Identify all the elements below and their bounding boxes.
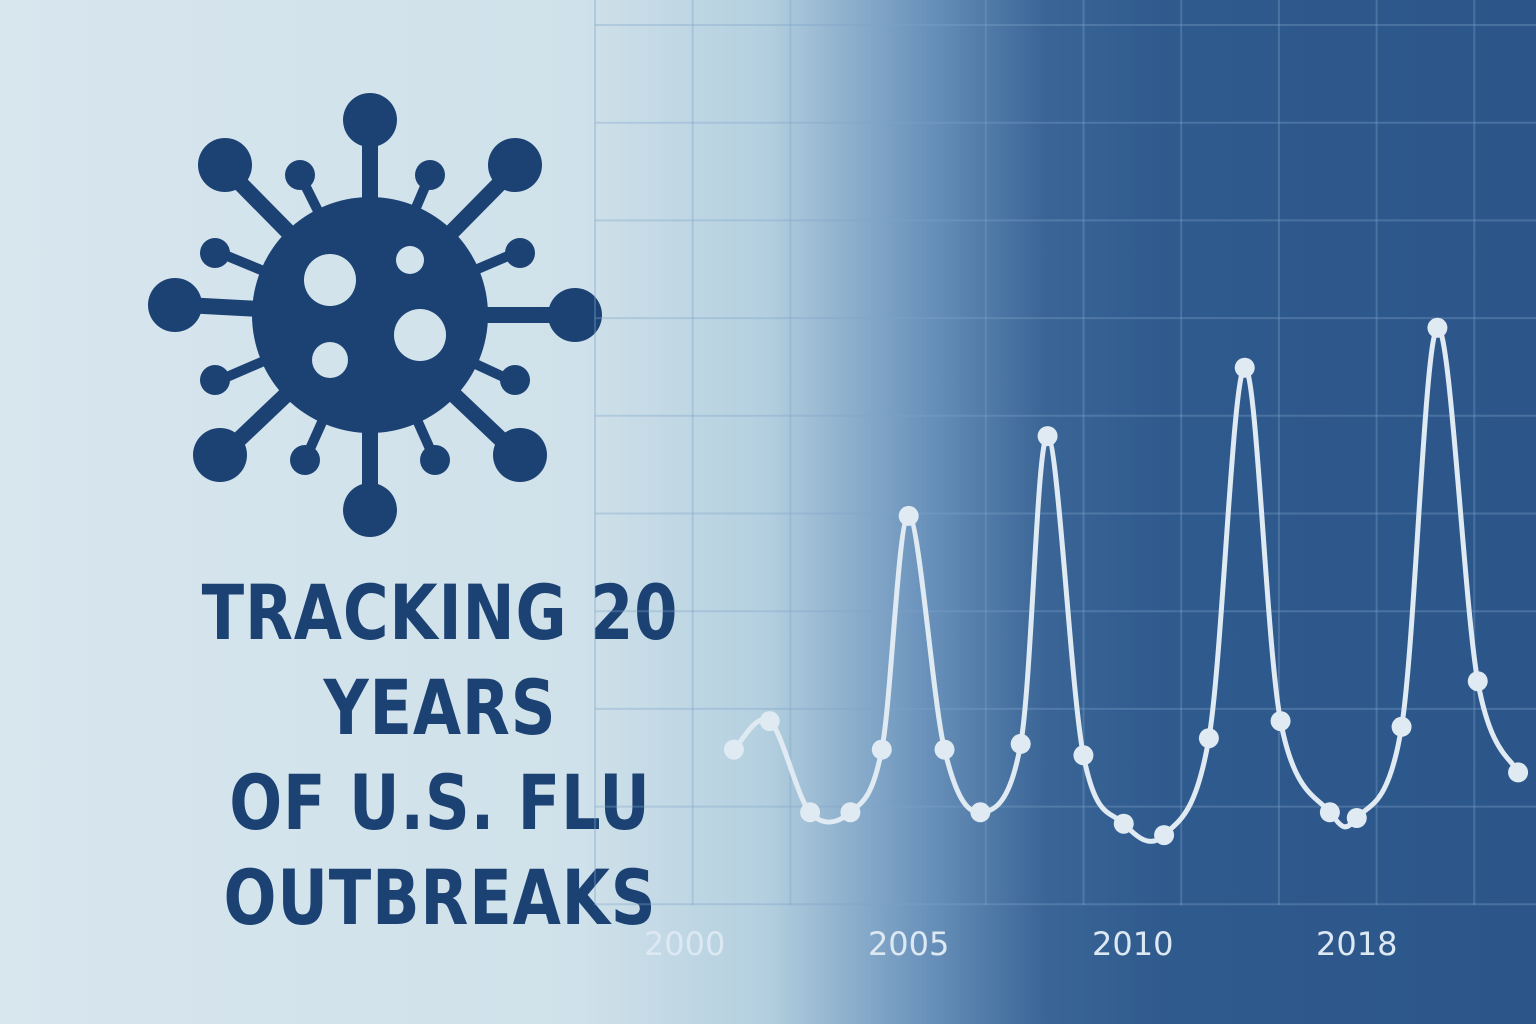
data-point	[840, 802, 861, 823]
data-point	[1113, 813, 1134, 834]
data-point	[1427, 317, 1448, 338]
data-point	[1508, 762, 1529, 783]
title-line: TRACKING 20 YEARS	[201, 568, 679, 752]
data-point	[1346, 808, 1367, 828]
data-point	[970, 802, 991, 823]
title-line: OF U.S. FLU	[229, 758, 651, 847]
data-point	[1037, 426, 1058, 447]
data-point	[759, 711, 780, 732]
chart-grid	[594, 0, 1536, 906]
data-point	[1154, 825, 1175, 846]
data-point	[898, 505, 919, 526]
data-point	[1467, 671, 1488, 692]
data-point	[1270, 711, 1291, 732]
x-tick-label: 2000	[644, 925, 725, 963]
data-point	[1391, 716, 1412, 737]
title-line: OUTBREAKS	[223, 853, 657, 942]
data-point	[1234, 357, 1255, 378]
x-axis-ticks: 2000 2005 2010 2018	[644, 925, 1398, 963]
chart-series	[723, 317, 1529, 846]
data-point	[871, 739, 892, 760]
x-tick-label: 2005	[868, 925, 949, 963]
virus-icon	[148, 93, 602, 537]
data-point	[800, 802, 821, 823]
data-point	[934, 739, 955, 760]
x-tick-label: 2018	[1316, 925, 1397, 963]
data-point	[1073, 745, 1094, 766]
data-point	[1319, 802, 1340, 823]
data-point	[1010, 733, 1031, 754]
series-line	[732, 325, 1521, 844]
data-point	[1198, 728, 1219, 749]
x-tick-label: 2010	[1092, 925, 1173, 963]
data-point	[723, 739, 744, 760]
page-title: TRACKING 20 YEARS OF U.S. FLU OUTBREAKS	[112, 565, 768, 945]
